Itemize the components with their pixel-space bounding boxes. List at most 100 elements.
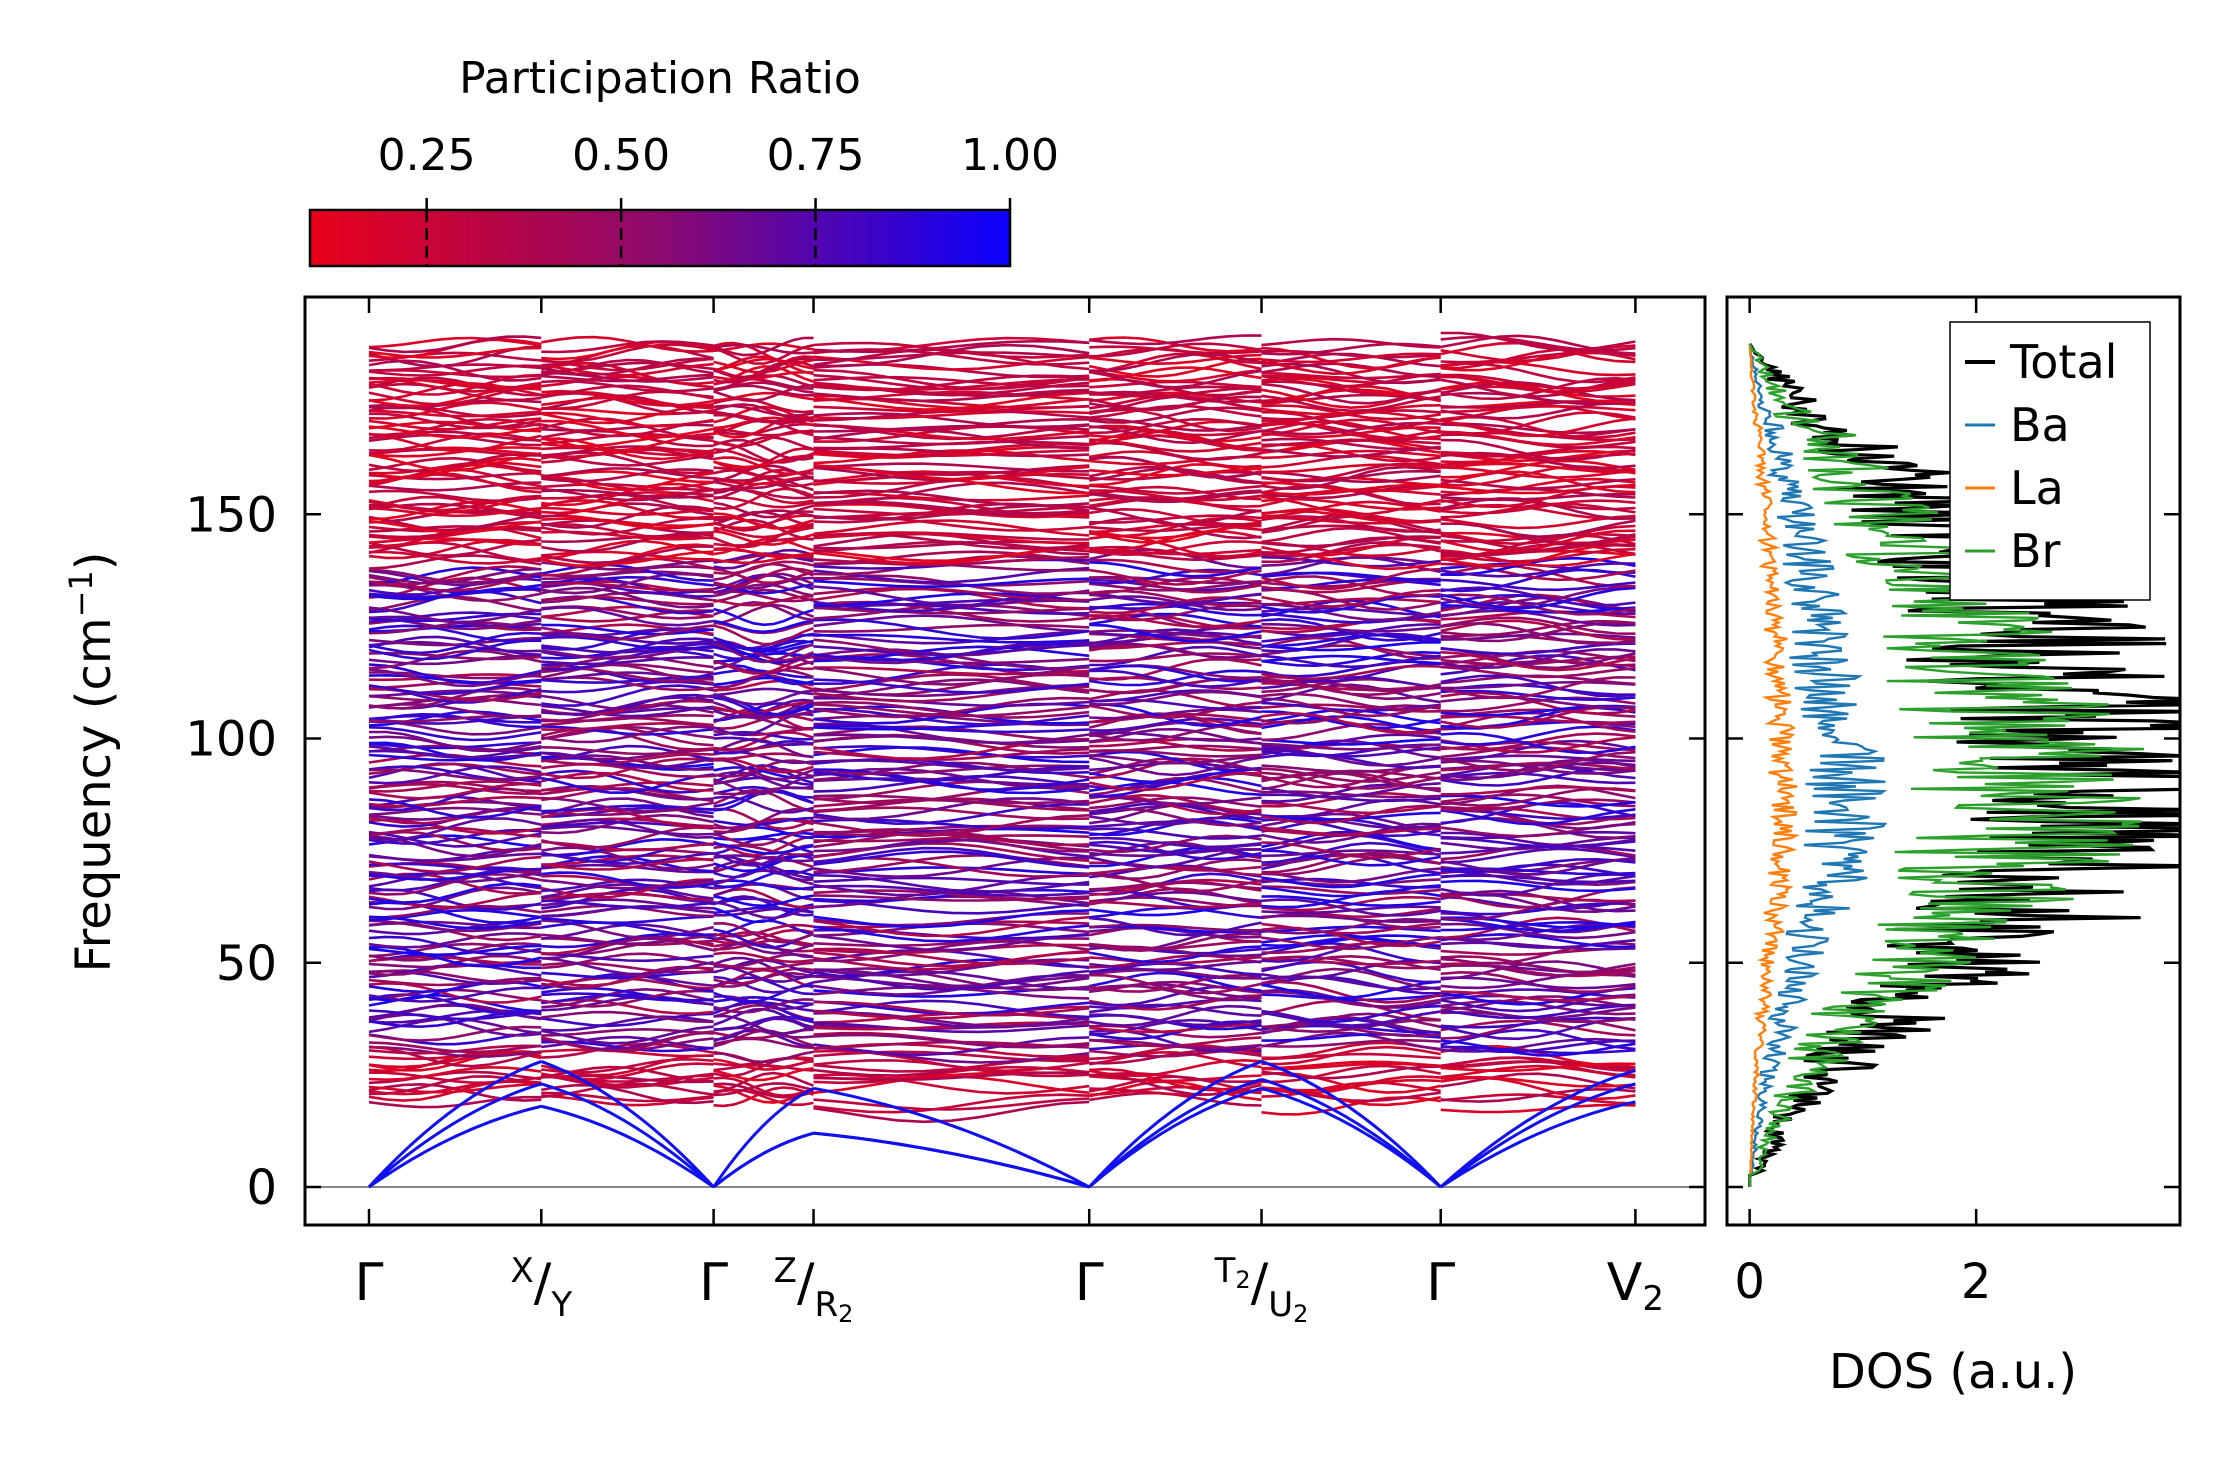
band-line (1089, 843, 1262, 854)
band-line (368, 336, 542, 349)
band-line (713, 940, 814, 959)
band-line (1440, 976, 1636, 990)
band-line (813, 949, 1090, 968)
band-line (1440, 360, 1636, 377)
band-line (1089, 390, 1262, 404)
dos-x-tick-label: 0 (1734, 1254, 1765, 1310)
band-line (1440, 836, 1636, 851)
band-line (541, 807, 714, 817)
band-line (1261, 841, 1441, 859)
band-line (368, 862, 542, 872)
band-line (1089, 984, 1262, 1001)
band-line (541, 506, 714, 516)
band-line (541, 725, 714, 747)
band-line (713, 642, 814, 664)
band-line (713, 374, 814, 391)
band-line (541, 763, 714, 779)
x-tick-label: T2/U2 (1214, 1251, 1309, 1328)
band-line (813, 1100, 1090, 1124)
acoustic-branch (1088, 1077, 1262, 1189)
band-line (1440, 524, 1636, 546)
band-line (1261, 346, 1441, 370)
band-line (1089, 406, 1262, 424)
band-line (1261, 885, 1441, 896)
band-line (1261, 742, 1441, 751)
band-y-ticks: 0 50 100 150 (185, 487, 1705, 1216)
band-line (713, 583, 814, 595)
band-line (368, 1025, 542, 1042)
acoustic-branch (1439, 1068, 1636, 1189)
band-line (1440, 621, 1636, 646)
band-line (1440, 1060, 1636, 1071)
band-line (1261, 664, 1441, 681)
band-line (368, 1082, 542, 1094)
band-line (1440, 648, 1636, 670)
band-line (813, 1093, 1090, 1114)
band-line (713, 903, 814, 924)
band-line (713, 501, 814, 519)
band-line (1261, 571, 1441, 582)
band-line (1261, 771, 1441, 790)
band-line (1089, 640, 1262, 650)
band-line (1440, 351, 1636, 364)
band-line (541, 343, 714, 364)
band-line (1440, 736, 1636, 754)
band-line (368, 1009, 542, 1021)
band-line (368, 976, 542, 987)
band-line (1089, 677, 1262, 695)
band-line (1089, 601, 1262, 610)
band-line (713, 668, 814, 679)
band-line (1440, 341, 1636, 364)
band-line (541, 448, 714, 459)
x-tick-label: Z/R2 (774, 1251, 854, 1328)
band-line (813, 618, 1090, 641)
band-line (813, 969, 1090, 991)
band-line (541, 704, 714, 718)
band-line (813, 1011, 1090, 1028)
band-line (1088, 408, 1262, 433)
band-line (541, 437, 714, 461)
band-line (368, 519, 542, 534)
band-line (541, 826, 714, 850)
band-line (1440, 785, 1636, 796)
dos-series-line (1748, 342, 2180, 1187)
band-line (1089, 377, 1262, 397)
band-line (1089, 592, 1262, 606)
band-line (1261, 622, 1441, 633)
band-line (713, 828, 814, 847)
band-line (368, 635, 542, 656)
band-lines (305, 331, 1705, 1188)
acoustic-branch (367, 1082, 542, 1189)
band-line (1440, 1028, 1636, 1051)
legend-label: Ba (2010, 398, 2070, 452)
band-line (541, 1094, 714, 1107)
band-line (1440, 714, 1636, 725)
band-line (368, 818, 542, 835)
band-line (1440, 857, 1636, 874)
band-line (1261, 394, 1441, 413)
band-line (368, 726, 542, 742)
band-line (713, 357, 814, 380)
band-line (1440, 562, 1636, 578)
band-line (813, 375, 1090, 388)
band-line (1089, 690, 1262, 706)
band-line (1261, 1081, 1441, 1098)
band-line (368, 636, 542, 647)
band-line (813, 448, 1090, 457)
dos-series-line (1748, 343, 2145, 1187)
band-line (368, 689, 542, 698)
band-line (813, 585, 1090, 607)
band-line (1261, 849, 1441, 858)
band-line (1440, 731, 1636, 755)
band-line (541, 933, 714, 946)
band-line (713, 548, 814, 570)
band-line (1440, 391, 1636, 406)
band-line (813, 355, 1090, 371)
band-line (541, 773, 714, 795)
band-line (1089, 484, 1262, 495)
acoustic-branch (1439, 1100, 1636, 1189)
acoustic-branch (1261, 1060, 1442, 1189)
band-line (368, 606, 542, 624)
band-line (541, 489, 714, 499)
band-line (813, 1005, 1090, 1020)
